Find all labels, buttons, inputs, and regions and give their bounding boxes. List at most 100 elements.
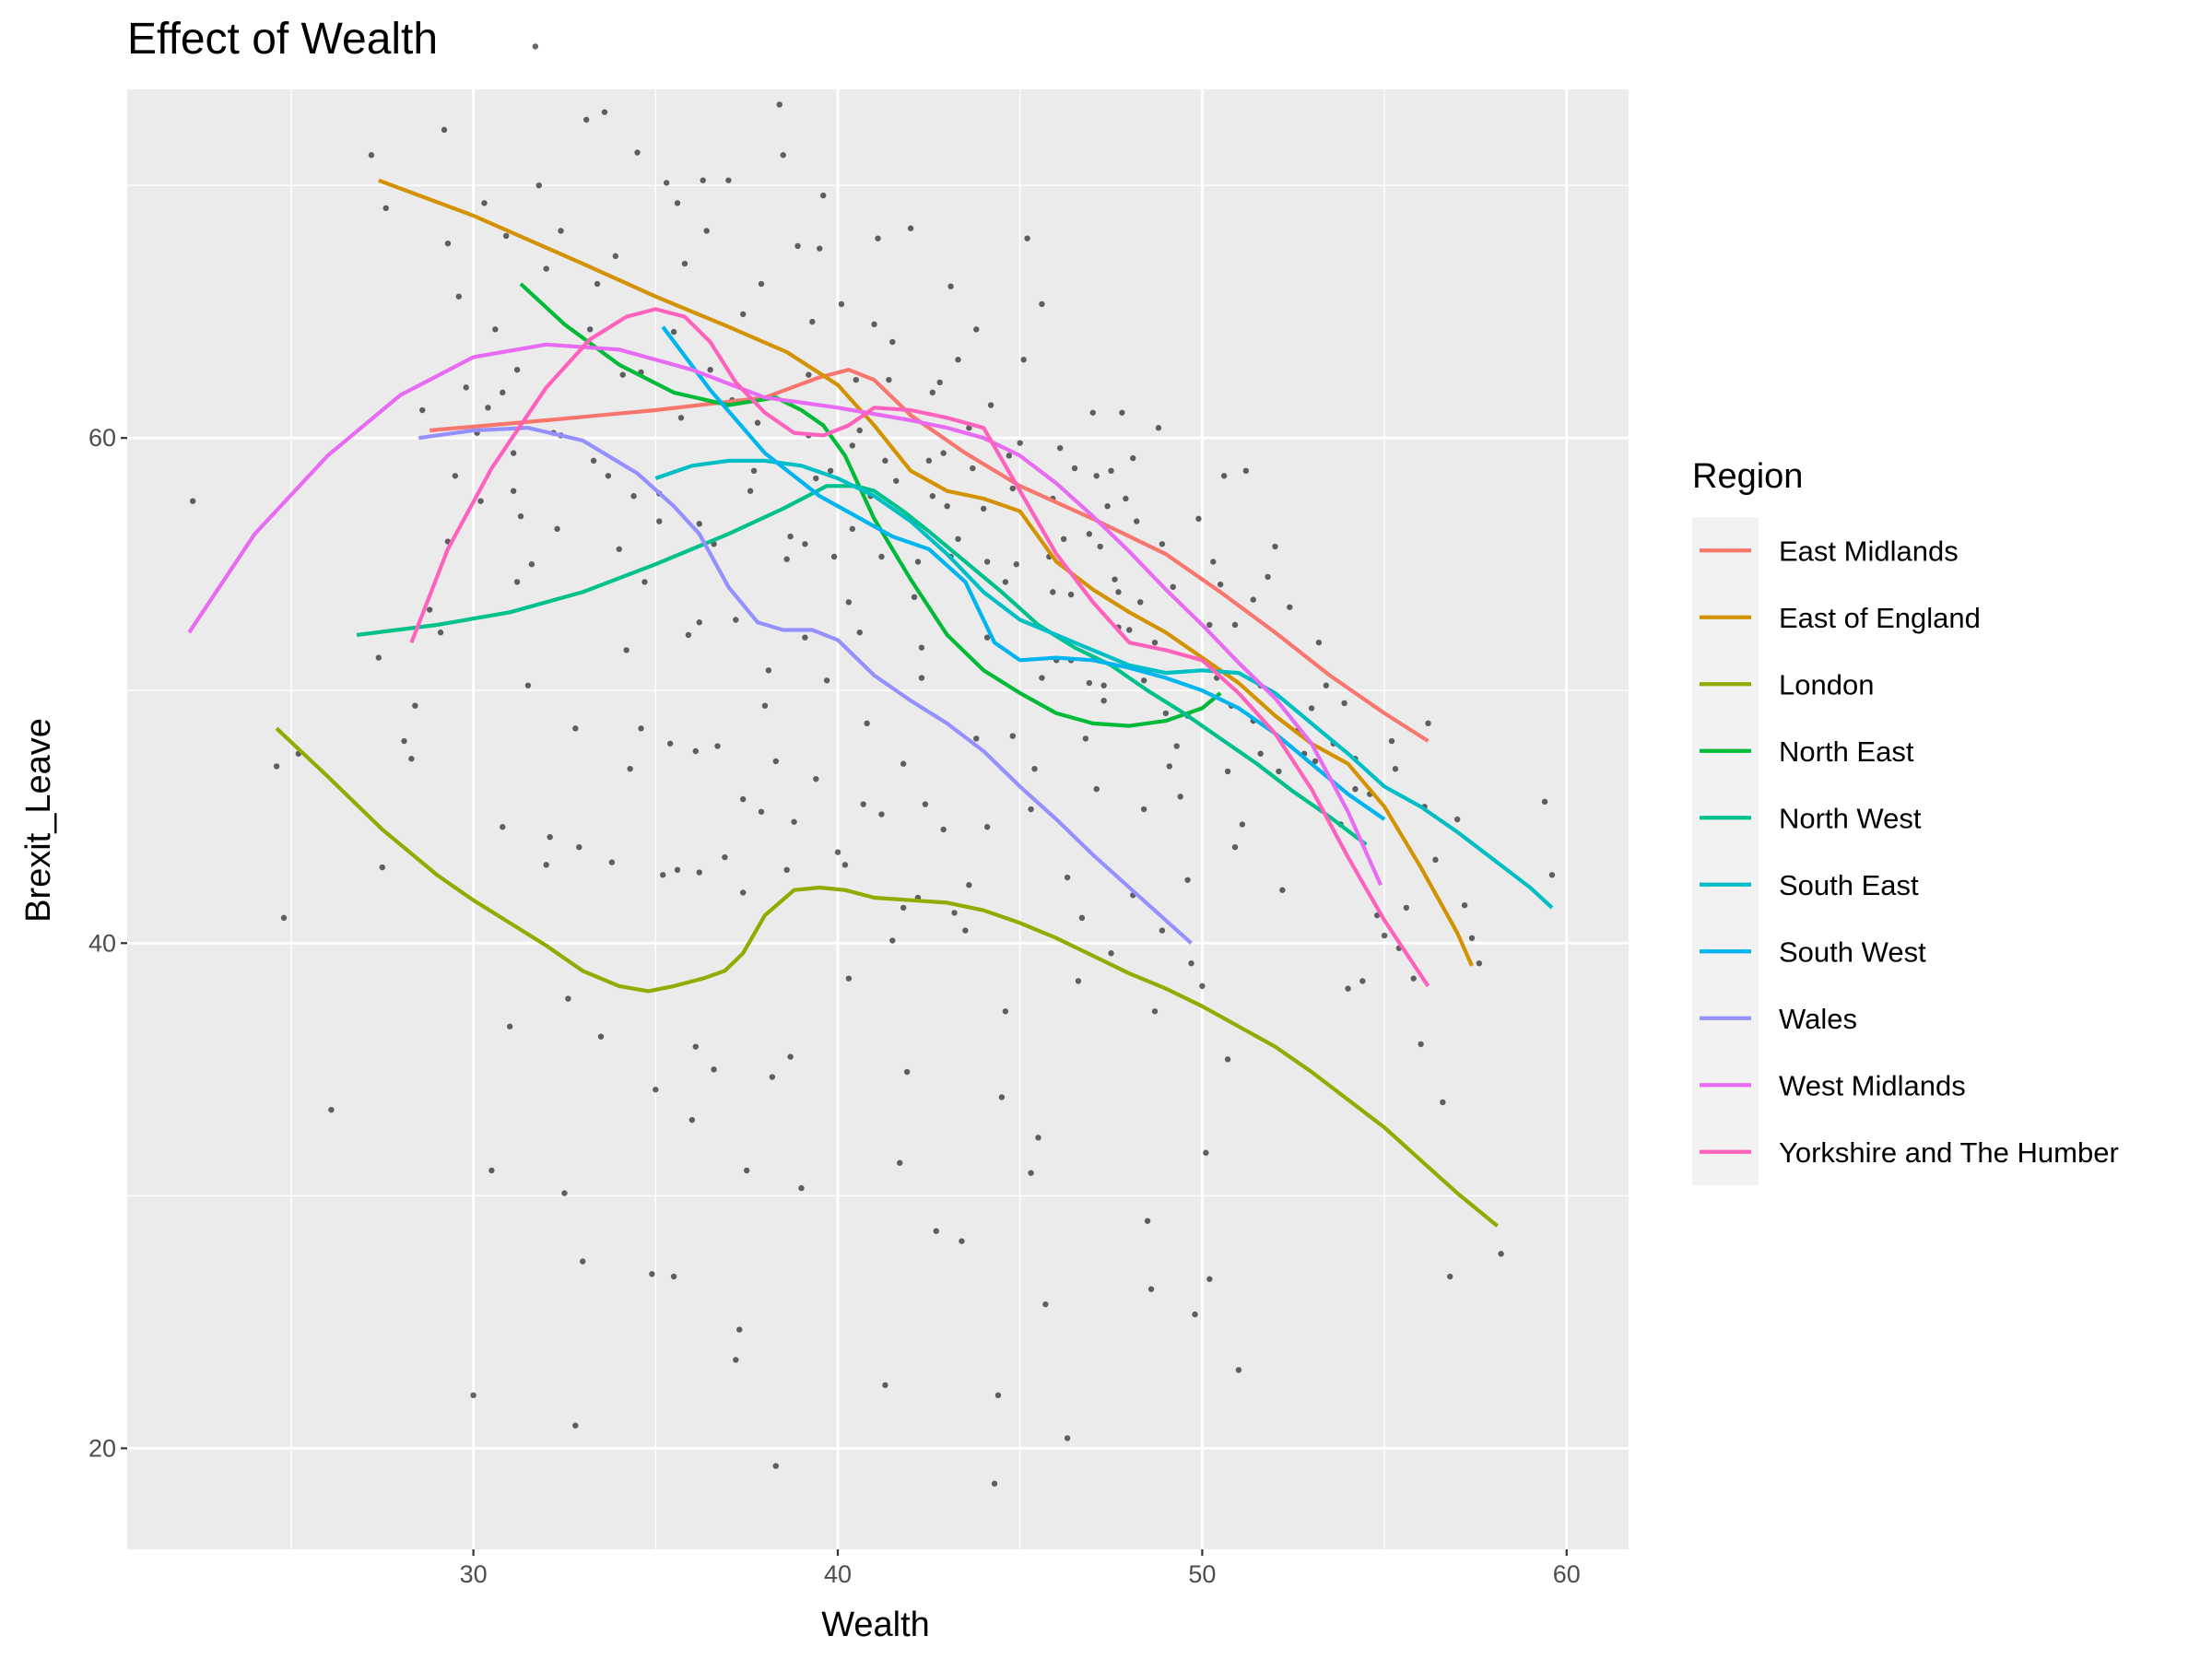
data-point bbox=[1548, 872, 1556, 878]
data-point bbox=[696, 521, 702, 527]
data-point bbox=[688, 1116, 696, 1124]
data-point bbox=[1100, 697, 1107, 704]
data-point bbox=[572, 1422, 579, 1429]
data-point bbox=[623, 647, 629, 653]
data-point bbox=[900, 760, 907, 767]
data-point bbox=[707, 366, 713, 373]
data-point bbox=[1210, 559, 1217, 565]
data-point bbox=[576, 843, 582, 851]
data-point bbox=[994, 1392, 1002, 1399]
data-point bbox=[1002, 1008, 1009, 1015]
data-point bbox=[841, 862, 849, 868]
x-axis-title: Wealth bbox=[821, 1606, 930, 1644]
data-point bbox=[966, 882, 972, 888]
data-point bbox=[1020, 357, 1027, 363]
data-point bbox=[1308, 705, 1315, 712]
data-point bbox=[1199, 982, 1206, 990]
data-point bbox=[594, 280, 601, 288]
chart-title: Effect of Wealth bbox=[127, 15, 438, 64]
data-point bbox=[1170, 583, 1176, 591]
data-point bbox=[1235, 1367, 1242, 1373]
data-point bbox=[856, 629, 863, 636]
data-point bbox=[565, 995, 571, 1002]
data-point bbox=[700, 177, 706, 183]
data-point bbox=[1089, 409, 1096, 416]
data-point bbox=[772, 1463, 779, 1469]
data-point bbox=[452, 473, 459, 479]
data-point bbox=[882, 457, 888, 465]
data-point bbox=[722, 853, 728, 861]
data-point bbox=[328, 1106, 335, 1113]
data-point bbox=[1276, 768, 1282, 775]
data-point bbox=[845, 599, 853, 606]
data-point bbox=[827, 467, 834, 475]
data-point bbox=[586, 326, 594, 333]
data-point bbox=[970, 465, 976, 472]
data-point bbox=[747, 488, 754, 494]
data-point bbox=[918, 675, 925, 681]
data-point bbox=[740, 311, 747, 318]
data-point bbox=[696, 869, 702, 876]
legend-label: Yorkshire and The Humber bbox=[1779, 1136, 2119, 1169]
data-point bbox=[798, 1184, 805, 1192]
legend-label: North East bbox=[1779, 735, 1914, 768]
data-point bbox=[871, 321, 877, 328]
data-point bbox=[1159, 541, 1166, 547]
data-point bbox=[893, 477, 900, 484]
data-point bbox=[1108, 467, 1114, 475]
data-point bbox=[426, 606, 433, 613]
data-point bbox=[470, 1392, 477, 1399]
data-point bbox=[1009, 485, 1016, 492]
data-point bbox=[696, 619, 702, 626]
data-point bbox=[809, 318, 816, 325]
data-point bbox=[853, 376, 859, 383]
series-line bbox=[418, 426, 1193, 945]
series-line bbox=[429, 368, 1430, 743]
data-point bbox=[1195, 515, 1202, 523]
data-point bbox=[783, 866, 790, 874]
data-point bbox=[408, 756, 415, 762]
data-point bbox=[554, 525, 560, 533]
x-tick-label: 40 bbox=[824, 1560, 852, 1588]
data-point bbox=[1257, 750, 1264, 757]
data-point bbox=[838, 300, 845, 308]
data-point bbox=[580, 1258, 586, 1265]
data-point bbox=[1064, 874, 1071, 881]
data-point bbox=[1224, 1056, 1231, 1063]
data-point bbox=[543, 862, 549, 868]
data-point bbox=[524, 682, 532, 688]
data-point bbox=[750, 467, 758, 475]
data-point bbox=[1155, 425, 1162, 431]
data-point bbox=[914, 559, 922, 565]
data-point bbox=[280, 914, 288, 922]
data-point bbox=[860, 801, 866, 807]
data-point bbox=[787, 1053, 794, 1060]
legend-label: North West bbox=[1779, 802, 1922, 834]
data-point bbox=[506, 1023, 513, 1030]
data-point bbox=[1315, 639, 1323, 646]
data-point bbox=[1381, 932, 1388, 939]
legend-key-background bbox=[1692, 517, 1759, 1185]
data-point bbox=[936, 379, 943, 386]
data-point bbox=[817, 245, 823, 252]
data-point bbox=[641, 579, 648, 585]
data-point bbox=[1104, 502, 1111, 510]
data-point bbox=[922, 801, 929, 807]
data-point bbox=[558, 228, 564, 234]
x-tick-label: 60 bbox=[1553, 1560, 1581, 1588]
data-point bbox=[959, 1238, 965, 1244]
data-point bbox=[733, 1357, 739, 1363]
data-point bbox=[1056, 444, 1064, 452]
data-point bbox=[1162, 710, 1170, 717]
data-point bbox=[1541, 798, 1548, 806]
data-point bbox=[1192, 1311, 1198, 1318]
data-point bbox=[878, 811, 885, 818]
data-point bbox=[714, 743, 721, 749]
data-point bbox=[1031, 765, 1038, 772]
data-point bbox=[897, 1159, 903, 1166]
legend-label: London bbox=[1779, 668, 1874, 700]
data-point bbox=[987, 402, 994, 408]
data-point bbox=[608, 859, 616, 865]
data-point bbox=[677, 415, 685, 421]
